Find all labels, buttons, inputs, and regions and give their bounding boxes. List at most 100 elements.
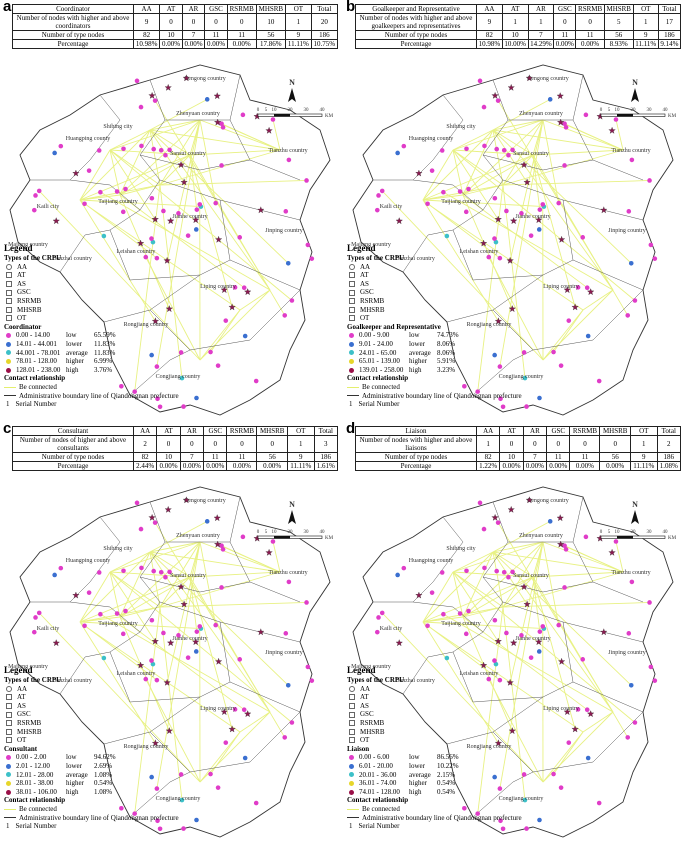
contact-line [217, 543, 281, 573]
node-dot [492, 236, 497, 241]
contact-line [523, 586, 614, 713]
legend-row: 128.01 - 238.00 high 3.76% [4, 366, 179, 375]
county-label: Shibing city [103, 546, 132, 552]
table-cell: Number of nodes with higher and above co… [12, 13, 134, 31]
county-label: Huangping county [66, 558, 111, 564]
node-dot [253, 800, 259, 806]
scale-tick-label: 30 [304, 530, 310, 535]
class-percent: 65.59% [94, 331, 116, 340]
county-boundary [412, 601, 504, 633]
node-dot [285, 682, 291, 688]
contact-line [492, 98, 551, 131]
serial-symbol: 1 [6, 822, 10, 831]
table-body: Goalkeeper and Representative AA AT AR GSC RS… [355, 4, 682, 49]
node-dot [498, 818, 503, 824]
node-star [72, 169, 80, 177]
node-dot [376, 615, 381, 620]
node-dot [575, 707, 581, 712]
node-dot [114, 189, 120, 194]
county-label: Shibing city [103, 124, 132, 130]
node-dot [154, 255, 160, 261]
table-header-cell: OT [632, 4, 659, 14]
connected-symbol [347, 386, 359, 388]
panel-label: b [346, 0, 356, 15]
node-dot [510, 147, 515, 153]
class-symbol [349, 358, 354, 364]
class-symbol [6, 358, 11, 364]
node-dot [241, 707, 247, 712]
table-cell: 2 [656, 435, 682, 453]
contact-line [159, 576, 191, 608]
legend-row: Administrative boundary line of Qiandong… [347, 392, 522, 401]
contact-line [502, 606, 526, 801]
class-symbol [349, 789, 354, 795]
node-dot [58, 565, 64, 571]
node-dot [179, 375, 185, 381]
county-boundary [129, 349, 191, 396]
panel-label: c [3, 422, 12, 437]
table-cell: 11 [203, 452, 228, 462]
node-dot [562, 585, 567, 590]
class-level: high [409, 787, 422, 796]
node-dot [152, 98, 158, 103]
table-row: Number of type nodes 82 10 7 11 11 56 9 186 [355, 30, 682, 40]
table-cell: 0.00% [546, 461, 571, 471]
class-symbol [6, 780, 11, 786]
county-boundary [139, 576, 251, 593]
county-boundary [129, 771, 191, 818]
contact-line [189, 154, 233, 308]
table-cell: 7 [527, 30, 555, 40]
class-symbol [349, 772, 354, 778]
contact-line [145, 678, 201, 783]
boundary-symbol [4, 817, 16, 819]
contact-line [210, 731, 241, 775]
scale-unit: KM [668, 114, 677, 119]
node-dot [149, 352, 154, 358]
table-cell: 11.11% [629, 461, 658, 471]
table-header-cell: AA [476, 4, 503, 14]
table-header-cell: AR [179, 426, 205, 436]
boundary-label: Administrative boundary line of Qiandong… [362, 391, 522, 400]
legend-row: RSRMB [4, 719, 179, 728]
node-dot [528, 233, 534, 238]
node-dot [528, 655, 534, 660]
node-star [506, 256, 514, 264]
legend-row: OT [347, 736, 522, 745]
table-header-cell: Total [310, 4, 339, 14]
map: Cengong country Zhenyuan country Shibing c… [351, 64, 677, 416]
contact-line [462, 194, 513, 310]
node-dot [163, 574, 168, 580]
node-dot [123, 186, 128, 192]
table-row: Number of type nodes 82 10 7 11 11 56 9 186 [355, 452, 682, 462]
node-dot [309, 678, 315, 683]
node-dot [648, 664, 654, 670]
county-boundary [139, 79, 166, 181]
table-cell: 9 [629, 452, 658, 462]
node-dot [613, 117, 619, 122]
county-boundary [482, 501, 509, 603]
summary-table: Coordinator AA AT AR GSC RSRMB MHSRB OT Total Num… [12, 4, 339, 49]
table-cell: 0 [156, 435, 181, 453]
node-star [556, 514, 564, 522]
node-dot [33, 193, 38, 198]
contact-line [443, 191, 614, 291]
county-boundary [59, 631, 141, 695]
contact-line [217, 121, 281, 151]
node-dot [33, 615, 38, 620]
node-star [163, 256, 171, 264]
legend-row: 28.01 - 38.00 higher 0.54% [4, 779, 179, 788]
node-dot [481, 526, 487, 532]
table-cell: 2 [132, 435, 158, 453]
node-dot [143, 254, 149, 260]
table-cell: 0 [181, 13, 206, 31]
node-dot [625, 313, 631, 318]
node-star [166, 639, 175, 647]
node-star [556, 540, 565, 548]
node-star [608, 126, 616, 134]
node-dot [376, 193, 381, 198]
contact-line [462, 616, 588, 711]
node-dot [425, 623, 430, 629]
contact-line [502, 184, 526, 379]
contact-line [180, 164, 271, 291]
